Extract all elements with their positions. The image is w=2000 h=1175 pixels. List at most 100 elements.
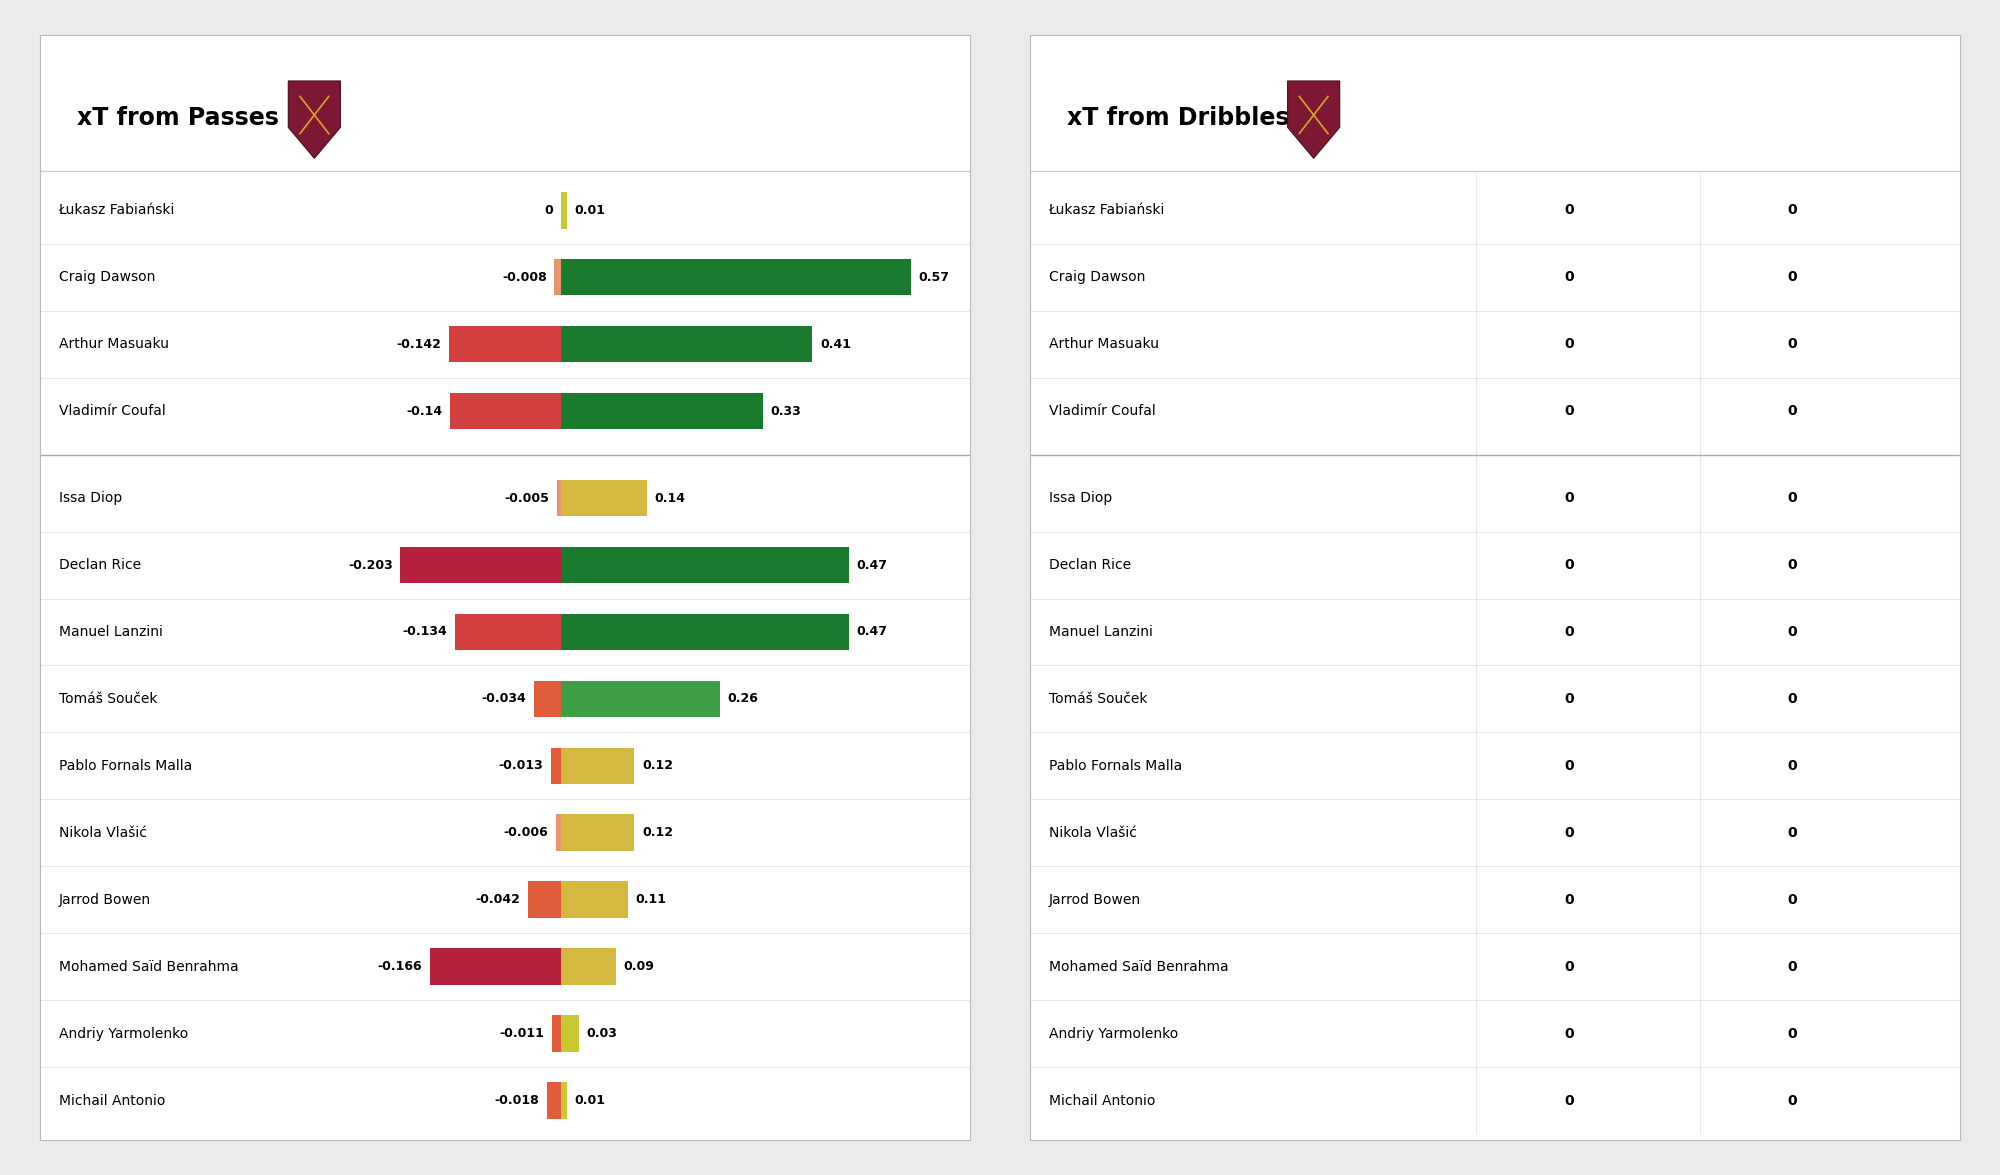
Text: 0.12: 0.12 [642, 826, 672, 839]
Text: Łukasz Fabiański: Łukasz Fabiański [58, 203, 174, 217]
Text: 0.11: 0.11 [636, 893, 666, 906]
Text: 0: 0 [1564, 960, 1574, 974]
Text: 0: 0 [1788, 270, 1798, 284]
Text: Nikola Vlašić: Nikola Vlašić [58, 826, 146, 840]
Text: Nikola Vlašić: Nikola Vlašić [1048, 826, 1136, 840]
Text: Vladimír Coufal: Vladimír Coufal [1048, 404, 1156, 418]
Text: -0.005: -0.005 [504, 491, 550, 504]
Text: Declan Rice: Declan Rice [1048, 558, 1130, 572]
Bar [560, 881, 628, 919]
Text: Craig Dawson: Craig Dawson [1048, 270, 1144, 284]
Text: -0.14: -0.14 [406, 404, 442, 417]
Text: Mohamed Saïd Benrahma: Mohamed Saïd Benrahma [1048, 960, 1228, 974]
Bar [560, 325, 812, 362]
Text: -0.011: -0.011 [500, 1027, 544, 1040]
Bar [560, 613, 850, 651]
Text: 0.03: 0.03 [586, 1027, 618, 1040]
Text: 0.33: 0.33 [770, 404, 802, 417]
Text: -0.013: -0.013 [498, 759, 544, 772]
Bar [560, 1082, 566, 1119]
Text: -0.018: -0.018 [494, 1094, 540, 1107]
Text: 0.09: 0.09 [624, 960, 654, 973]
Text: 0: 0 [1564, 270, 1574, 284]
Text: 0: 0 [1788, 203, 1798, 217]
Text: 0.47: 0.47 [856, 558, 888, 571]
Bar [552, 1015, 560, 1052]
Text: -0.203: -0.203 [348, 558, 392, 571]
Text: -0.034: -0.034 [482, 692, 526, 705]
Text: Issa Diop: Issa Diop [1048, 491, 1112, 505]
Text: 0: 0 [1788, 337, 1798, 351]
Bar [560, 546, 850, 584]
Bar [448, 325, 560, 362]
Bar [560, 192, 566, 228]
Bar [560, 392, 764, 429]
Text: Michail Antonio: Michail Antonio [58, 1094, 164, 1108]
Bar [534, 680, 560, 718]
Text: -0.006: -0.006 [504, 826, 548, 839]
Text: 0: 0 [1788, 1094, 1798, 1108]
Text: 0: 0 [1564, 404, 1574, 418]
Text: 0: 0 [1564, 203, 1574, 217]
Text: Andriy Yarmolenko: Andriy Yarmolenko [58, 1027, 188, 1041]
Text: 0: 0 [1788, 1027, 1798, 1041]
Bar [560, 948, 616, 985]
Text: Pablo Fornals Malla: Pablo Fornals Malla [58, 759, 192, 773]
Text: 0: 0 [1564, 893, 1574, 907]
Text: -0.042: -0.042 [476, 893, 520, 906]
Text: 0: 0 [1564, 491, 1574, 505]
Text: Arthur Masuaku: Arthur Masuaku [1048, 337, 1158, 351]
Bar [546, 1082, 560, 1119]
Text: 0: 0 [1788, 893, 1798, 907]
Text: 0: 0 [1564, 558, 1574, 572]
Text: Arthur Masuaku: Arthur Masuaku [58, 337, 168, 351]
Text: 0: 0 [1564, 1027, 1574, 1041]
Text: 0.41: 0.41 [820, 337, 850, 350]
Text: 0: 0 [1788, 491, 1798, 505]
Text: Craig Dawson: Craig Dawson [58, 270, 154, 284]
Text: Jarrod Bowen: Jarrod Bowen [1048, 893, 1140, 907]
Text: Manuel Lanzini: Manuel Lanzini [1048, 625, 1152, 639]
Text: 0: 0 [1788, 692, 1798, 706]
Bar [430, 948, 560, 985]
Bar [560, 814, 634, 852]
Bar [1030, 35, 1960, 168]
Text: xT from Dribbles: xT from Dribbles [1068, 106, 1290, 130]
Bar [560, 1015, 580, 1052]
Text: 0.01: 0.01 [574, 1094, 606, 1107]
Bar [400, 546, 560, 584]
Text: Pablo Fornals Malla: Pablo Fornals Malla [1048, 759, 1182, 773]
Text: Vladimír Coufal: Vladimír Coufal [58, 404, 166, 418]
Polygon shape [1288, 81, 1340, 159]
Text: 0: 0 [1788, 625, 1798, 639]
Text: 0: 0 [1564, 1094, 1574, 1108]
Text: 0: 0 [1788, 558, 1798, 572]
Polygon shape [288, 81, 340, 159]
Text: 0: 0 [1564, 826, 1574, 840]
Text: 0: 0 [1564, 759, 1574, 773]
Text: 0: 0 [1788, 404, 1798, 418]
Bar [560, 747, 634, 785]
Bar [560, 258, 910, 295]
Text: -0.134: -0.134 [402, 625, 448, 638]
Text: Declan Rice: Declan Rice [58, 558, 140, 572]
Text: 0: 0 [1788, 759, 1798, 773]
Text: 0.12: 0.12 [642, 759, 672, 772]
Text: 0.57: 0.57 [918, 270, 950, 283]
Bar [40, 35, 970, 168]
Text: 0: 0 [1788, 960, 1798, 974]
Text: Michail Antonio: Michail Antonio [1048, 1094, 1154, 1108]
Text: 0: 0 [1788, 826, 1798, 840]
Text: 0.47: 0.47 [856, 625, 888, 638]
Bar [528, 881, 560, 919]
Bar [454, 613, 560, 651]
Text: 0.01: 0.01 [574, 203, 606, 216]
Bar [556, 479, 560, 517]
Bar [554, 258, 560, 295]
Text: 0: 0 [544, 203, 554, 216]
Text: -0.142: -0.142 [396, 337, 442, 350]
Text: 0: 0 [1564, 692, 1574, 706]
Text: Tomáš Souček: Tomáš Souček [58, 692, 158, 706]
Bar [556, 814, 560, 852]
Bar [560, 680, 720, 718]
